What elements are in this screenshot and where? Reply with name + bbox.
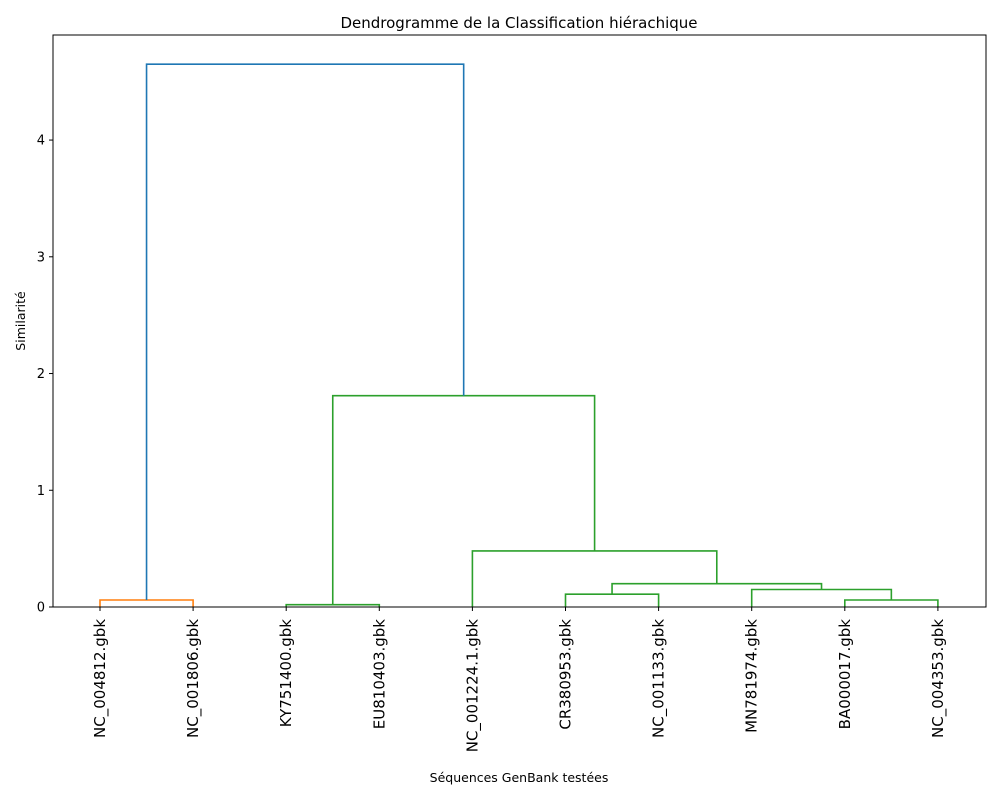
dendrogram-links [99,63,939,607]
y-axis-label: Similarité [13,291,28,351]
y-tick-label: 4 [37,134,45,149]
dendrogram-link [750,588,893,607]
x-tick-label: NC_004353.gbk [929,619,948,738]
x-tick-label: BA000017.gbk [836,619,854,730]
x-axis-ticks: NC_004812.gbk NC_001806.gbk KY751400.gbk EU… [91,607,948,752]
x-tick-label: CR380953.gbk [557,619,575,730]
x-tick-label: MN781974.gbk [743,619,761,733]
x-tick-label: KY751400.gbk [277,619,295,728]
plot-frame [52,34,987,608]
x-axis-label: Séquences GenBank testées [430,770,609,785]
x-tick-label: NC_001133.gbk [650,619,669,738]
dendrogram-link [471,550,718,607]
x-tick-label: NC_004812.gbk [91,619,110,738]
dendrogram-link [99,599,194,607]
dendrogram-link [145,63,465,600]
y-tick-label: 3 [37,250,45,265]
chart-title: Dendrogramme de la Classification hiérac… [340,14,697,32]
y-tick-label: 1 [37,484,45,499]
x-tick-label: NC_001806.gbk [184,619,203,738]
x-tick-label: NC_001224.1.gbk [463,619,482,753]
dendrogram-link [564,593,660,607]
dendrogram-link [844,599,939,607]
dendrogram-link [331,394,596,605]
y-axis-ticks: 0 1 2 3 4 [37,134,53,616]
y-tick-label: 0 [37,601,45,616]
x-tick-label: EU810403.gbk [370,619,388,730]
y-tick-label: 2 [37,367,45,382]
